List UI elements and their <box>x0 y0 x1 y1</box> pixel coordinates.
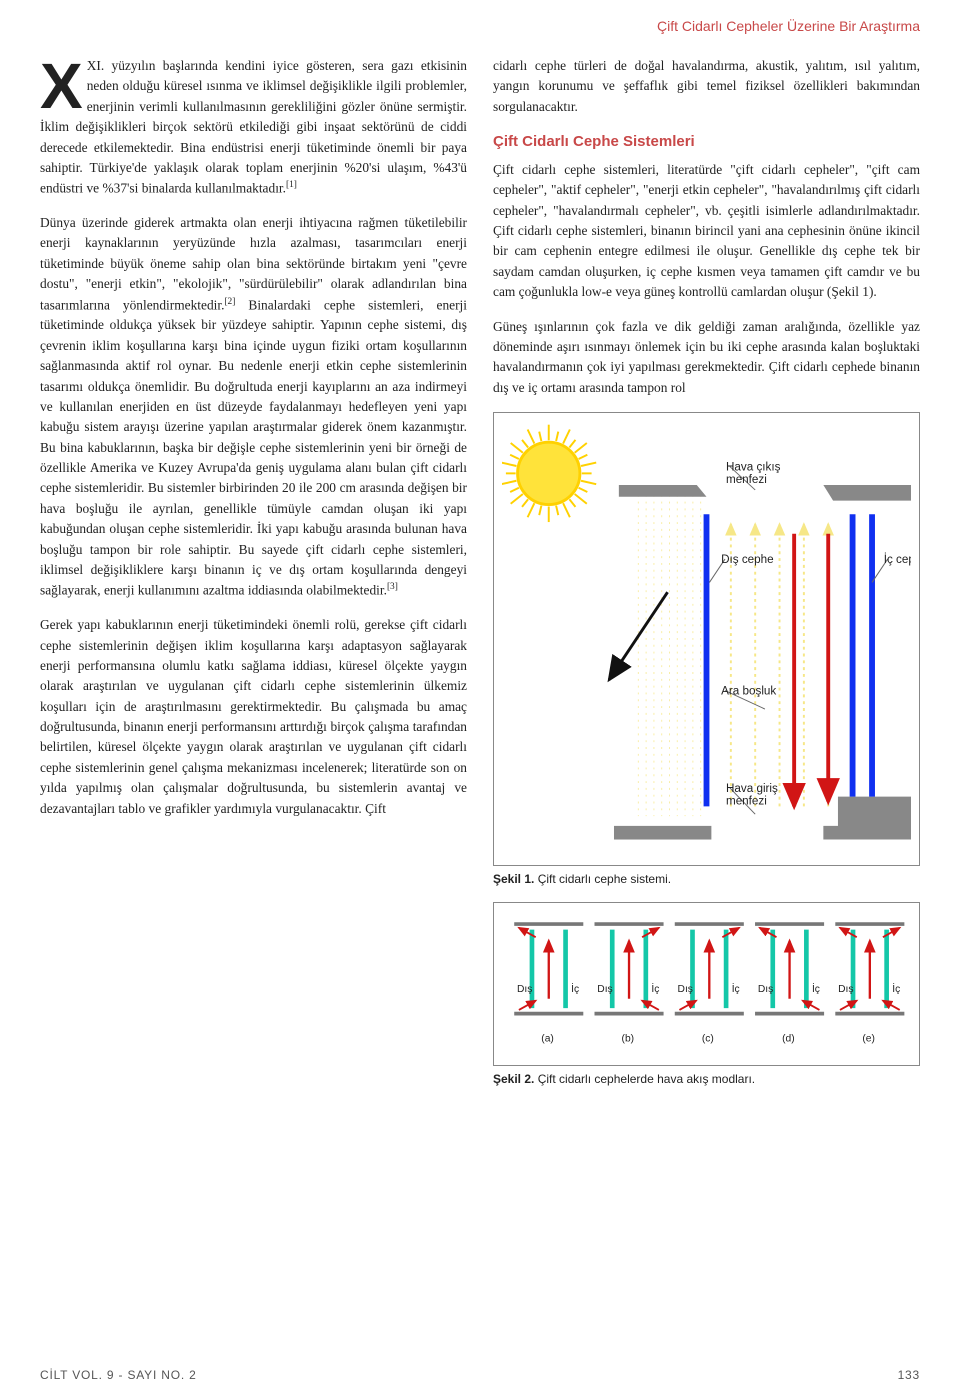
svg-text:İç: İç <box>651 982 659 995</box>
ref-2: [2] <box>224 297 235 307</box>
svg-text:Dış: Dış <box>838 984 853 995</box>
paragraph-r2: Çift cidarlı cephe sistemleri, literatür… <box>493 160 920 303</box>
rp2-text: Çift cidarlı cephe sistemleri, literatür… <box>493 162 920 299</box>
paragraph-r3: Güneş ışınlarının çok fazla ve dik geldi… <box>493 317 920 399</box>
figure-2: Dış İç (a) Dış İç (b) Dış İç (c) Dış İç (d) Dış İç (e) <box>493 902 920 1066</box>
paragraph-1: X XI. yüzyılın başlarında kendini iyice … <box>40 56 467 199</box>
fig2-text: Çift cidarlı cephelerde hava akış modlar… <box>534 1072 755 1086</box>
svg-text:Hava giriş: Hava giriş <box>726 782 778 795</box>
svg-text:(c): (c) <box>702 1034 714 1045</box>
svg-text:İç: İç <box>812 982 820 995</box>
svg-text:menfezi: menfezi <box>726 473 767 486</box>
left-column: X XI. yüzyılın başlarında kendini iyice … <box>40 56 467 1088</box>
svg-text:Dış: Dış <box>517 984 532 995</box>
page-header: Çift Cidarlı Cepheler Üzerine Bir Araştı… <box>40 18 920 34</box>
svg-text:Dış: Dış <box>597 984 612 995</box>
svg-text:(e): (e) <box>862 1034 875 1045</box>
svg-text:Hava çıkış: Hava çıkış <box>726 460 781 473</box>
svg-text:Ara boşluk: Ara boşluk <box>721 684 776 697</box>
section-heading: Çift Cidarlı Cephe Sistemleri <box>493 131 920 154</box>
p3-text: Gerek yapı kabuklarının enerji tüketimin… <box>40 617 467 815</box>
svg-text:menfezi: menfezi <box>726 795 767 808</box>
figure-2-caption: Şekil 2. Çift cidarlı cephelerde hava ak… <box>493 1070 920 1088</box>
svg-text:İç cephe: İç cephe <box>884 553 911 566</box>
dropcap: X <box>40 56 87 112</box>
p2b-text: Binalardaki cephe sistemleri, enerji tük… <box>40 297 467 598</box>
fig2-label: Şekil 2. <box>493 1072 534 1086</box>
rp1-text: cidarlı cephe türleri de doğal havalandı… <box>493 58 920 114</box>
p1-text: XI. yüzyılın başlarında kendini iyice gö… <box>40 58 467 196</box>
ref-1: [1] <box>286 180 297 190</box>
footer-right: 133 <box>898 1368 920 1382</box>
svg-text:İç: İç <box>571 982 579 995</box>
svg-text:(a): (a) <box>541 1034 554 1045</box>
svg-text:Dış cephe: Dış cephe <box>721 553 774 566</box>
svg-text:İç: İç <box>732 982 740 995</box>
right-column: cidarlı cephe türleri de doğal havalandı… <box>493 56 920 1088</box>
svg-text:(d): (d) <box>782 1034 795 1045</box>
svg-text:Dış: Dış <box>678 984 693 995</box>
footer-left: CİLT VOL. 9 - SAYI NO. 2 <box>40 1368 197 1382</box>
fig1-label: Şekil 1. <box>493 872 534 886</box>
fig1-text: Çift cidarlı cephe sistemi. <box>534 872 671 886</box>
figure-1-caption: Şekil 1. Çift cidarlı cephe sistemi. <box>493 870 920 888</box>
svg-text:İç: İç <box>892 982 900 995</box>
svg-text:Dış: Dış <box>758 984 773 995</box>
figure-1: Hava çıkışmenfeziDış cepheİç cepheAra bo… <box>493 412 920 866</box>
paragraph-3: Gerek yapı kabuklarının enerji tüketimin… <box>40 615 467 819</box>
paragraph-r1: cidarlı cephe türleri de doğal havalandı… <box>493 56 920 117</box>
ref-3: [3] <box>387 582 398 592</box>
page-footer: CİLT VOL. 9 - SAYI NO. 2 133 <box>40 1368 920 1382</box>
svg-text:(b): (b) <box>622 1034 635 1045</box>
content-columns: X XI. yüzyılın başlarında kendini iyice … <box>40 56 920 1088</box>
figure-2-svg: Dış İç (a) Dış İç (b) Dış İç (c) Dış İç (d) Dış İç (e) <box>502 911 911 1051</box>
figure-1-svg: Hava çıkışmenfeziDış cepheİç cepheAra bo… <box>502 421 911 851</box>
paragraph-2: Dünya üzerinde giderek artmakta olan ene… <box>40 213 467 601</box>
rp3-text: Güneş ışınlarının çok fazla ve dik geldi… <box>493 319 920 395</box>
header-title: Çift Cidarlı Cepheler Üzerine Bir Araştı… <box>657 18 920 34</box>
